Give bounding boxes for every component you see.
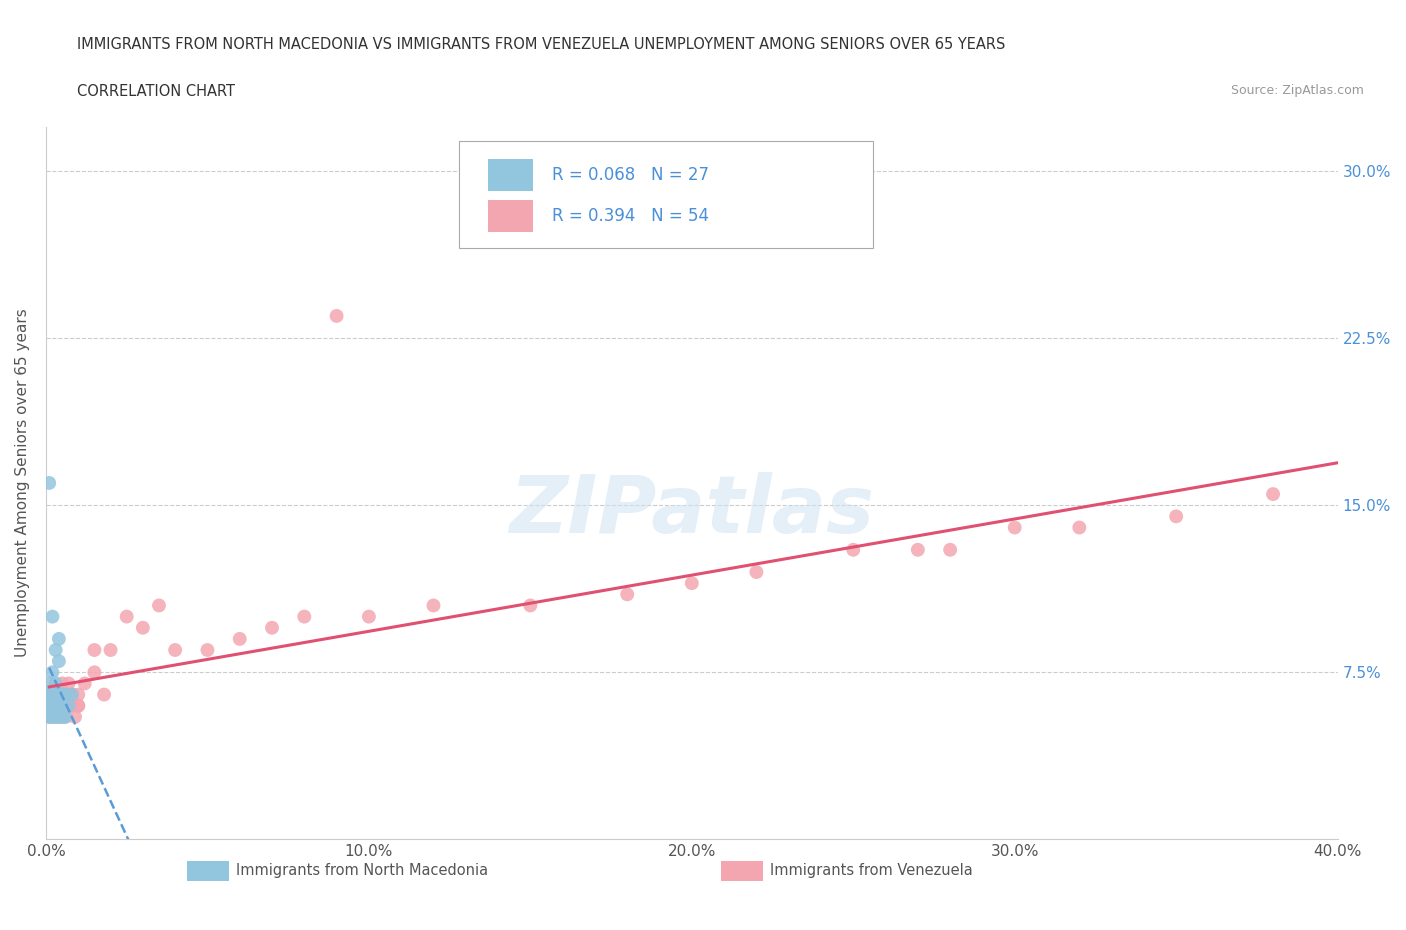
Point [58, 698, 80, 713]
Point [48, 687, 70, 702]
Point [422, 598, 444, 613]
Point [51, 710, 73, 724]
Point [67, 687, 90, 702]
Text: Immigrants from North Macedonia: Immigrants from North Macedonia [236, 863, 488, 879]
Point [1261, 486, 1284, 501]
Point [38, 475, 60, 490]
Point [60, 698, 83, 713]
Point [1004, 520, 1026, 535]
Point [48, 654, 70, 669]
Point [45, 698, 67, 713]
Point [325, 309, 347, 324]
Point [41, 687, 63, 702]
Point [45, 676, 67, 691]
Point [939, 542, 962, 557]
Point [67, 698, 90, 713]
Point [45, 687, 67, 702]
Point [228, 631, 250, 646]
Point [60, 687, 83, 702]
Point [132, 620, 155, 635]
Point [45, 643, 67, 658]
Point [53, 687, 76, 702]
Point [93, 687, 115, 702]
Text: CORRELATION CHART: CORRELATION CHART [77, 84, 235, 99]
Point [48, 698, 70, 713]
Point [38, 710, 60, 724]
Point [842, 542, 865, 557]
Point [51, 687, 73, 702]
Point [53, 710, 76, 724]
Point [48, 631, 70, 646]
Point [45, 698, 67, 713]
Point [197, 643, 219, 658]
Point [53, 687, 76, 702]
Point [51, 710, 73, 724]
Bar [488, 159, 533, 191]
Point [63, 710, 86, 724]
Point [41, 710, 63, 724]
Point [48, 687, 70, 702]
Point [51, 687, 73, 702]
Point [48, 710, 70, 724]
Text: Source: ZipAtlas.com: Source: ZipAtlas.com [1230, 84, 1364, 97]
Point [38, 698, 60, 713]
Point [745, 565, 768, 579]
Point [41, 698, 63, 713]
Text: ZIPatlas: ZIPatlas [509, 472, 875, 551]
Point [45, 710, 67, 724]
Point [165, 643, 187, 658]
Point [681, 576, 703, 591]
Point [41, 687, 63, 702]
Point [260, 620, 283, 635]
Point [907, 542, 929, 557]
Point [616, 587, 638, 602]
Point [148, 598, 170, 613]
Point [45, 710, 67, 724]
Point [38, 710, 60, 724]
Point [292, 609, 315, 624]
Bar [488, 200, 533, 232]
Text: R = 0.394   N = 54: R = 0.394 N = 54 [553, 206, 709, 225]
FancyBboxPatch shape [460, 140, 873, 247]
Point [48, 710, 70, 724]
Point [83, 665, 105, 680]
Point [83, 643, 105, 658]
Point [45, 687, 67, 702]
Point [58, 698, 80, 713]
Point [60, 687, 83, 702]
Point [48, 698, 70, 713]
Point [38, 687, 60, 702]
Text: IMMIGRANTS FROM NORTH MACEDONIA VS IMMIGRANTS FROM VENEZUELA UNEMPLOYMENT AMONG : IMMIGRANTS FROM NORTH MACEDONIA VS IMMIG… [77, 37, 1005, 52]
Point [38, 676, 60, 691]
Point [357, 609, 380, 624]
Point [51, 698, 73, 713]
Point [1166, 509, 1188, 524]
Point [38, 698, 60, 713]
Y-axis label: Unemployment Among Seniors over 65 years: Unemployment Among Seniors over 65 years [15, 309, 30, 658]
Point [41, 698, 63, 713]
Point [41, 710, 63, 724]
Point [67, 698, 90, 713]
Point [51, 676, 73, 691]
Point [41, 609, 63, 624]
Point [60, 687, 83, 702]
Text: Immigrants from Venezuela: Immigrants from Venezuela [770, 863, 973, 879]
Point [115, 609, 138, 624]
Point [38, 687, 60, 702]
Point [73, 676, 96, 691]
Point [41, 665, 63, 680]
Point [58, 676, 80, 691]
Point [519, 598, 541, 613]
Point [1069, 520, 1091, 535]
Point [51, 698, 73, 713]
Point [53, 710, 76, 724]
Point [100, 643, 122, 658]
Text: R = 0.068   N = 27: R = 0.068 N = 27 [553, 166, 709, 184]
